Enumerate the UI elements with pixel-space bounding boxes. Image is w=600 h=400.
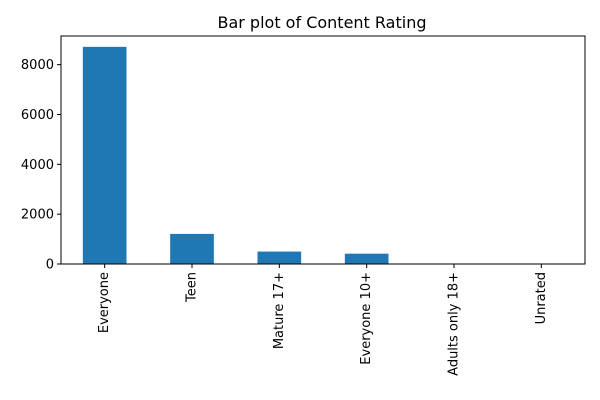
bars-group xyxy=(82,46,564,265)
bar-everyone xyxy=(82,46,127,265)
y-tick-label: 2000 xyxy=(21,208,54,223)
x-tick-label-adults-only-18: Adults only 18+ xyxy=(447,272,462,376)
x-tick-label-mature-17: Mature 17+ xyxy=(272,272,287,349)
bar-teen xyxy=(170,233,214,264)
y-axis: 0 2000 4000 6000 8000 xyxy=(21,58,61,273)
y-tick-label: 8000 xyxy=(21,58,54,73)
y-tick-label: 0 xyxy=(46,258,54,273)
x-axis: Everyone Teen Mature 17+ Everyone 10+ Adults… xyxy=(97,264,549,376)
y-tick-label: 6000 xyxy=(21,108,54,123)
bar-everyone-10 xyxy=(344,253,389,264)
x-tick-label-teen: Teen xyxy=(185,272,200,303)
bar-mature-17 xyxy=(257,251,302,264)
x-tick-label-everyone-10: Everyone 10+ xyxy=(359,272,374,365)
axes-frame xyxy=(60,35,586,265)
x-tick-label-unrated: Unrated xyxy=(534,272,549,324)
y-tick-label: 4000 xyxy=(21,158,54,173)
chart-title: Bar plot of Content Rating xyxy=(217,13,426,32)
x-tick-label-everyone: Everyone xyxy=(97,272,112,333)
